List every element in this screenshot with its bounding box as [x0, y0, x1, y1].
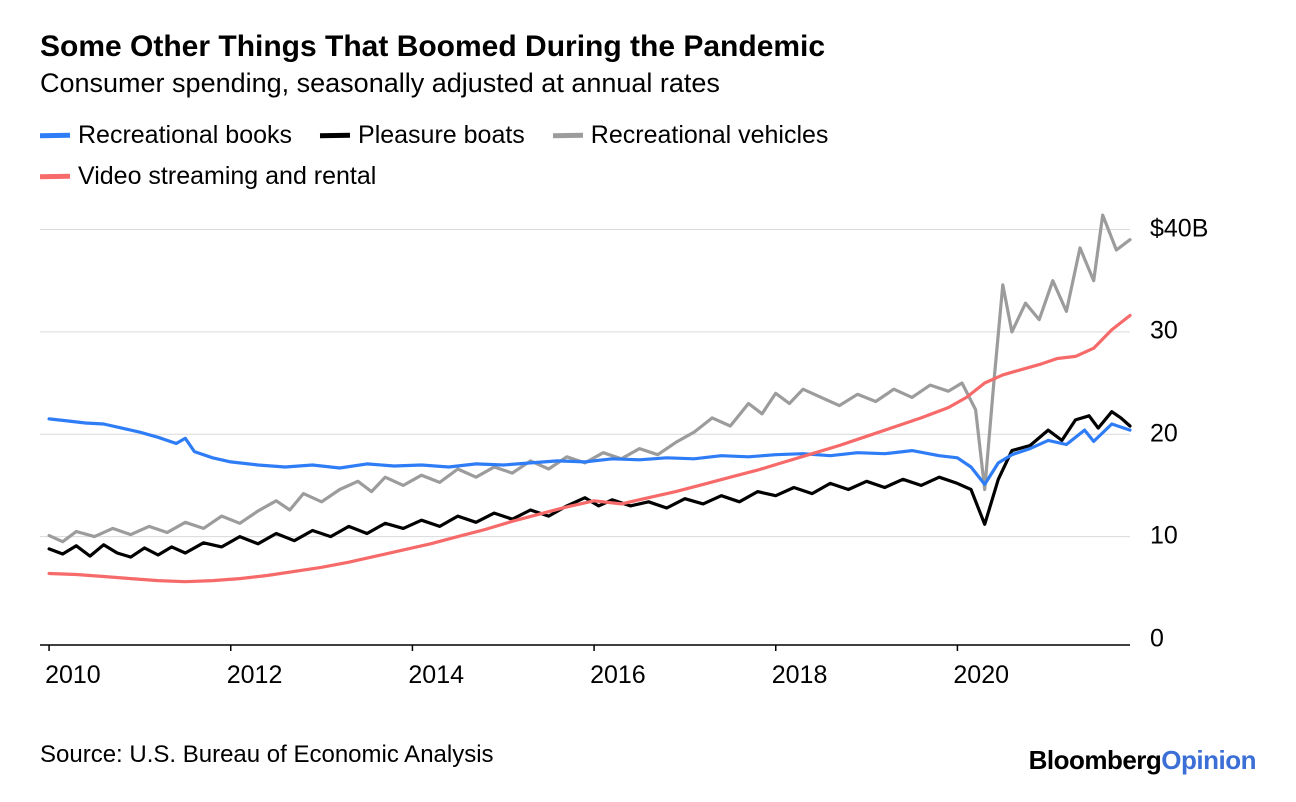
legend-label-boats: Pleasure boats [358, 121, 525, 150]
x-tick-label: 2016 [590, 661, 646, 690]
series-boats [49, 411, 1130, 556]
series-books [49, 418, 1130, 484]
series-rvs [49, 215, 1130, 542]
legend-label-video: Video streaming and rental [78, 162, 376, 191]
chart-subtitle: Consumer spending, seasonally adjusted a… [40, 68, 1256, 99]
legend-item-video: Video streaming and rental [40, 162, 376, 191]
chart-area: 0102030$40B 201020122014201620182020 [40, 209, 1256, 679]
y-tick-label: 0 [1150, 624, 1164, 653]
line-chart-svg [40, 209, 1220, 651]
x-tick-label: 2010 [45, 661, 101, 690]
legend-label-rvs: Recreational vehicles [591, 121, 829, 150]
y-tick-label: 30 [1150, 317, 1178, 346]
x-tick-label: 2018 [772, 661, 828, 690]
series-video [49, 315, 1130, 581]
y-tick-label: 20 [1150, 419, 1178, 448]
x-tick-label: 2020 [953, 661, 1009, 690]
brand-logo: BloombergOpinion [1029, 745, 1256, 776]
legend-label-books: Recreational books [78, 121, 292, 150]
legend-item-boats: Pleasure boats [320, 121, 525, 150]
chart-title: Some Other Things That Boomed During the… [40, 28, 1256, 66]
legend-swatch-books [40, 132, 70, 138]
legend-swatch-boats [320, 132, 350, 138]
legend-item-rvs: Recreational vehicles [553, 121, 829, 150]
legend: Recreational books Pleasure boats Recreati… [40, 121, 1256, 191]
x-tick-label: 2014 [408, 661, 464, 690]
x-tick-label: 2012 [227, 661, 283, 690]
brand-bloomberg: Bloomberg [1029, 745, 1162, 775]
legend-item-books: Recreational books [40, 121, 292, 150]
legend-swatch-rvs [553, 132, 583, 138]
y-tick-label: 10 [1150, 522, 1178, 551]
legend-swatch-video [40, 173, 70, 179]
y-tick-label-top: $40B [1150, 214, 1208, 243]
brand-opinion: Opinion [1161, 745, 1256, 775]
